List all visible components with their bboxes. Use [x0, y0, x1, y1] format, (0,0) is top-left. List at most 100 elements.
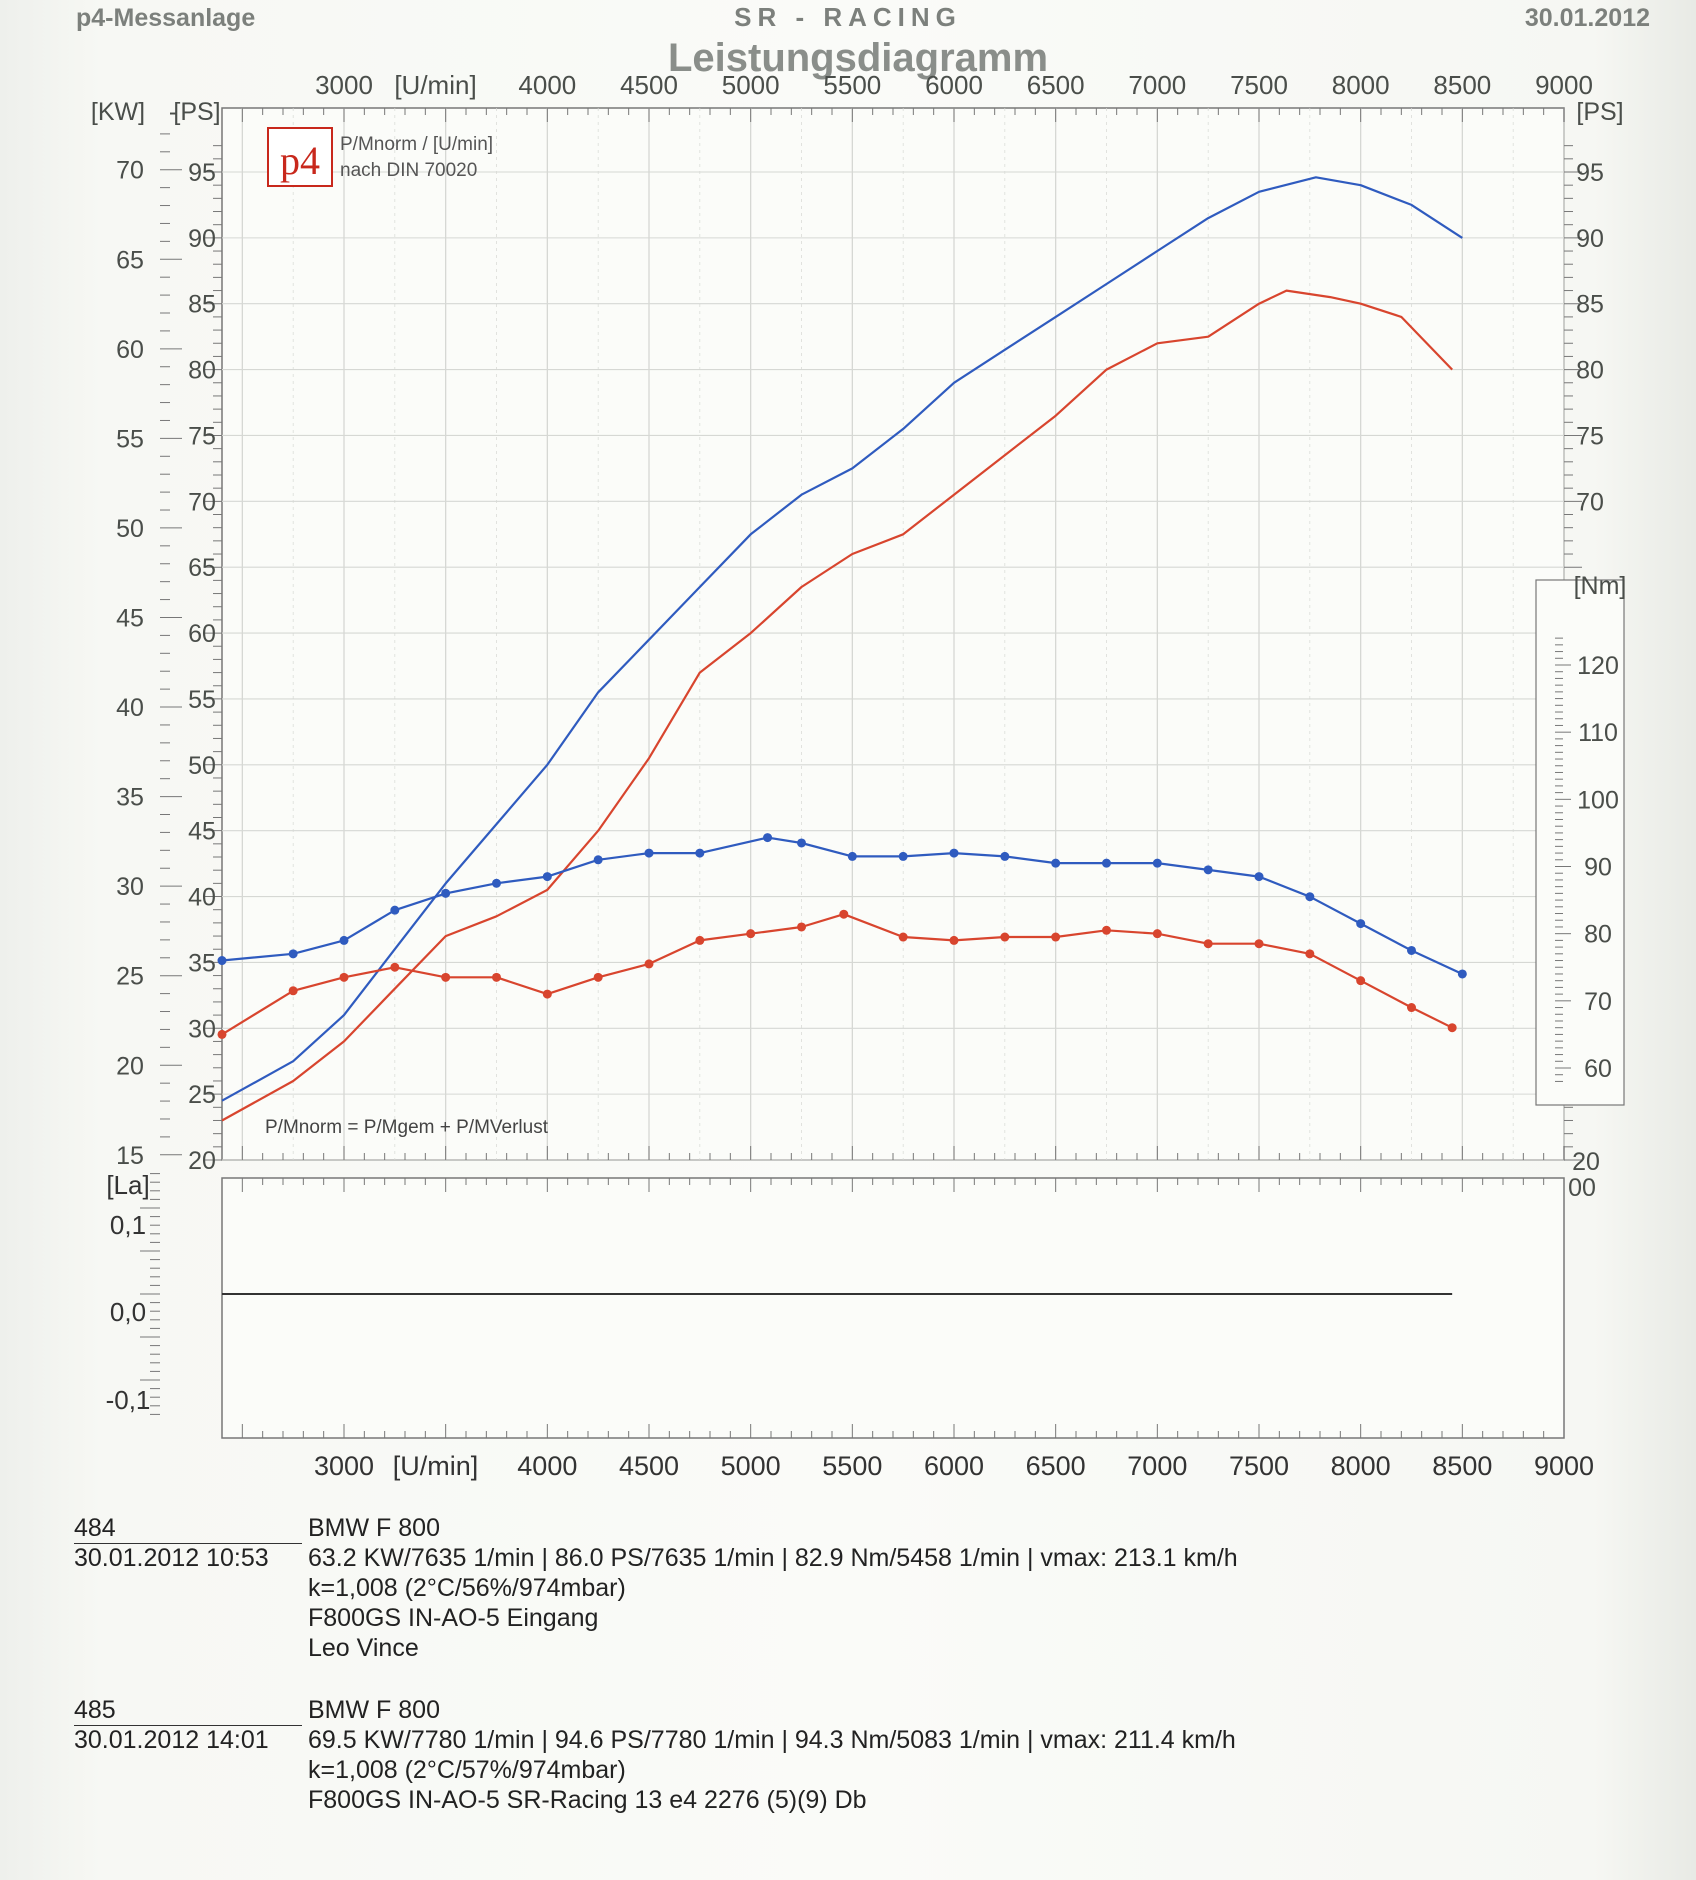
data-point-484-torque	[695, 935, 705, 945]
lambda-tick-label: 0,1	[110, 1210, 146, 1240]
run-timestamp: 30.01.2012 10:53	[74, 1544, 269, 1572]
x-tick-label-top: 9000	[1535, 70, 1593, 100]
x-tick-label-top: 7000	[1128, 70, 1186, 100]
x-tick-label-bottom: 5000	[721, 1451, 781, 1481]
x-tick-label-bottom: 8000	[1331, 1451, 1391, 1481]
data-point-485-torque	[1000, 851, 1010, 861]
x-tick-label-top: 3000	[315, 70, 373, 100]
x-tick-label-bottom: 4000	[517, 1451, 577, 1481]
legend-line-2: nach DIN 70020	[340, 160, 477, 181]
y-tick-nm: 100	[1577, 786, 1619, 814]
chart-title: Leistungsdiagramm	[667, 36, 1049, 80]
data-point-485-torque	[1102, 858, 1111, 868]
y-tick-nm: 80	[1584, 921, 1612, 949]
data-point-485-torque	[1305, 892, 1315, 902]
lambda-panel	[221, 1177, 1565, 1439]
data-point-484-torque	[1000, 932, 1010, 942]
data-point-485-torque	[1407, 945, 1416, 955]
data-point-484-torque	[1305, 949, 1315, 959]
data-point-485-torque	[390, 905, 400, 915]
data-point-484-torque	[898, 932, 908, 942]
x-tick-label-bottom: 3000	[314, 1451, 374, 1481]
data-point-484-torque	[492, 972, 501, 982]
y-tick-kw: 30	[116, 873, 144, 901]
data-point-485-torque	[797, 838, 806, 848]
x-tick-label-top: 8000	[1332, 70, 1390, 100]
data-point-484-torque	[1356, 976, 1366, 986]
plot-area	[221, 107, 1565, 1161]
x-tick-label-bottom: 6000	[924, 1451, 984, 1481]
run-model: BMW F 800	[308, 1696, 440, 1724]
y-axis-nm-label: [Nm]	[1574, 572, 1627, 600]
x-tick-label-top: 5000	[722, 70, 780, 100]
data-point-485-torque	[441, 888, 451, 898]
y-tick-right-ps: 75	[1576, 422, 1604, 450]
data-point-484-torque	[1203, 939, 1213, 949]
y-tick-right-ps-bottom: 20	[1572, 1148, 1600, 1176]
legend-line-1: P/Mnorm / [U/min]	[340, 134, 493, 155]
y-tick-ps: 45	[188, 818, 216, 846]
data-point-485-torque	[1254, 872, 1264, 882]
data-point-484-torque	[390, 962, 400, 972]
series-line-484-power	[221, 289, 1453, 1122]
data-point-485-torque	[542, 872, 552, 882]
run-values: 69.5 KW/7780 1/min | 94.6 PS/7780 1/min …	[308, 1726, 1236, 1754]
nm-axis-box	[1535, 579, 1625, 1106]
run-description: F800GS IN-AO-5 Eingang	[308, 1604, 599, 1632]
x-tick-label-top: 7500	[1230, 70, 1288, 100]
y-tick-right-ps: 95	[1576, 159, 1604, 187]
run-id: 484	[74, 1514, 302, 1544]
x-tick-label-top: 8500	[1433, 70, 1491, 100]
data-point-484-torque	[949, 935, 959, 945]
data-point-484-torque	[797, 922, 806, 932]
x-tick-label-bottom: 9000	[1534, 1451, 1594, 1481]
x-axis-label-bottom: [U/min]	[393, 1451, 479, 1481]
data-point-484-torque	[839, 909, 849, 919]
y-axis-right-ps-label: [PS]	[1576, 98, 1623, 126]
header-company: SR - RACING	[734, 2, 962, 32]
data-point-485-torque	[1203, 865, 1213, 875]
y-tick-right-ps: 85	[1576, 291, 1604, 319]
p4-logo-text: p4	[280, 138, 320, 183]
data-point-485-torque	[763, 833, 773, 843]
x-tick-label-top: 6000	[925, 70, 983, 100]
data-point-485-torque	[847, 851, 857, 861]
data-point-484-torque	[1254, 939, 1264, 949]
data-point-485-torque	[492, 878, 501, 888]
x-tick-label-bottom: 8500	[1432, 1451, 1492, 1481]
y-tick-nm: 110	[1578, 719, 1618, 747]
y-tick-ps: 95	[188, 159, 216, 187]
y-tick-kw: 20	[116, 1052, 144, 1080]
y-tick-ps: 20	[188, 1147, 216, 1175]
data-point-484-torque	[644, 959, 654, 969]
y-tick-right-ps: 70	[1576, 488, 1604, 516]
data-point-485-torque	[288, 949, 298, 959]
data-point-485-torque	[339, 935, 349, 945]
x-tick-label-bottom: 6500	[1026, 1451, 1086, 1481]
y-tick-ps: 35	[188, 949, 216, 977]
y-tick-ps: 50	[188, 752, 216, 780]
series-line-485-power	[221, 176, 1463, 1102]
run-k-factor: k=1,008 (2°C/56%/974mbar)	[308, 1574, 626, 1602]
y-tick-ps: 25	[188, 1081, 216, 1109]
y-tick-kw: 45	[116, 604, 144, 632]
y-tick-kw: 40	[116, 694, 144, 722]
x-tick-label-top: 6500	[1027, 70, 1085, 100]
x-tick-label-bottom: 7500	[1229, 1451, 1289, 1481]
y-tick-kw: 25	[116, 963, 144, 991]
y-tick-ps: 70	[188, 488, 216, 516]
data-point-485-torque	[644, 848, 654, 858]
x-tick-label-top: 4500	[620, 70, 678, 100]
y-axis-separator: -	[169, 98, 177, 126]
data-point-484-torque	[542, 989, 552, 999]
y-tick-nm: 90	[1584, 854, 1612, 882]
data-point-484-torque	[1051, 932, 1061, 942]
p4-logo	[267, 127, 333, 187]
run-values: 63.2 KW/7635 1/min | 86.0 PS/7635 1/min …	[308, 1544, 1238, 1572]
formula-note: P/Mnorm = P/Mgem + P/MVerlust	[265, 1117, 549, 1138]
x-tick-label-top: 4000	[518, 70, 576, 100]
data-point-485-torque	[1051, 858, 1061, 868]
data-point-485-torque	[1152, 858, 1162, 868]
data-point-485-torque	[1356, 919, 1366, 929]
y-tick-right-ps: 90	[1576, 225, 1604, 253]
